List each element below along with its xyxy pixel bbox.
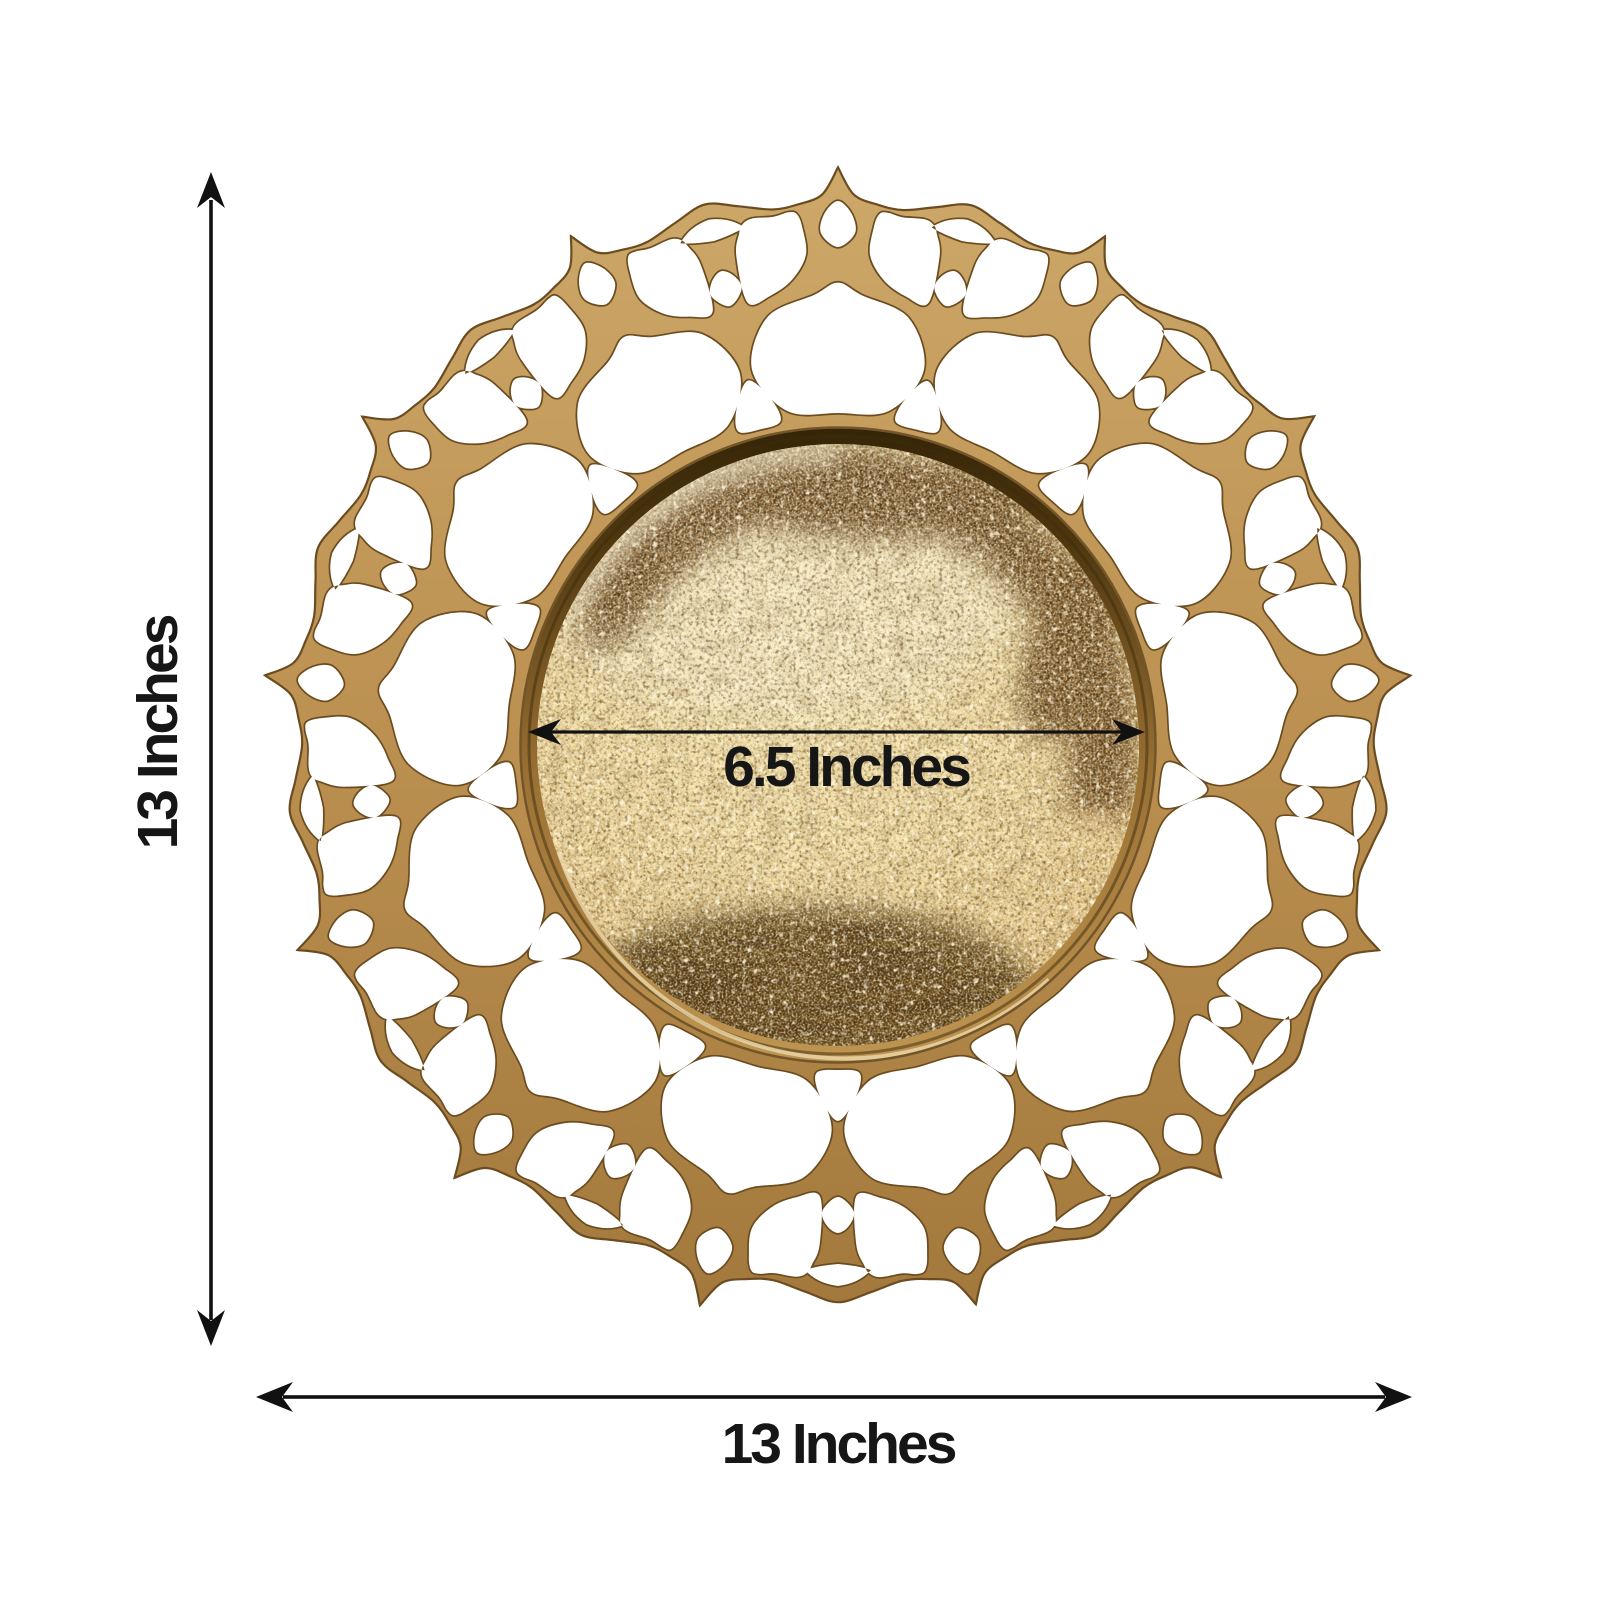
svg-text:13 Inches: 13 Inches (722, 1412, 956, 1476)
svg-text:6.5 Inches: 6.5 Inches (723, 735, 970, 799)
svg-text:13 Inches: 13 Inches (126, 615, 190, 849)
